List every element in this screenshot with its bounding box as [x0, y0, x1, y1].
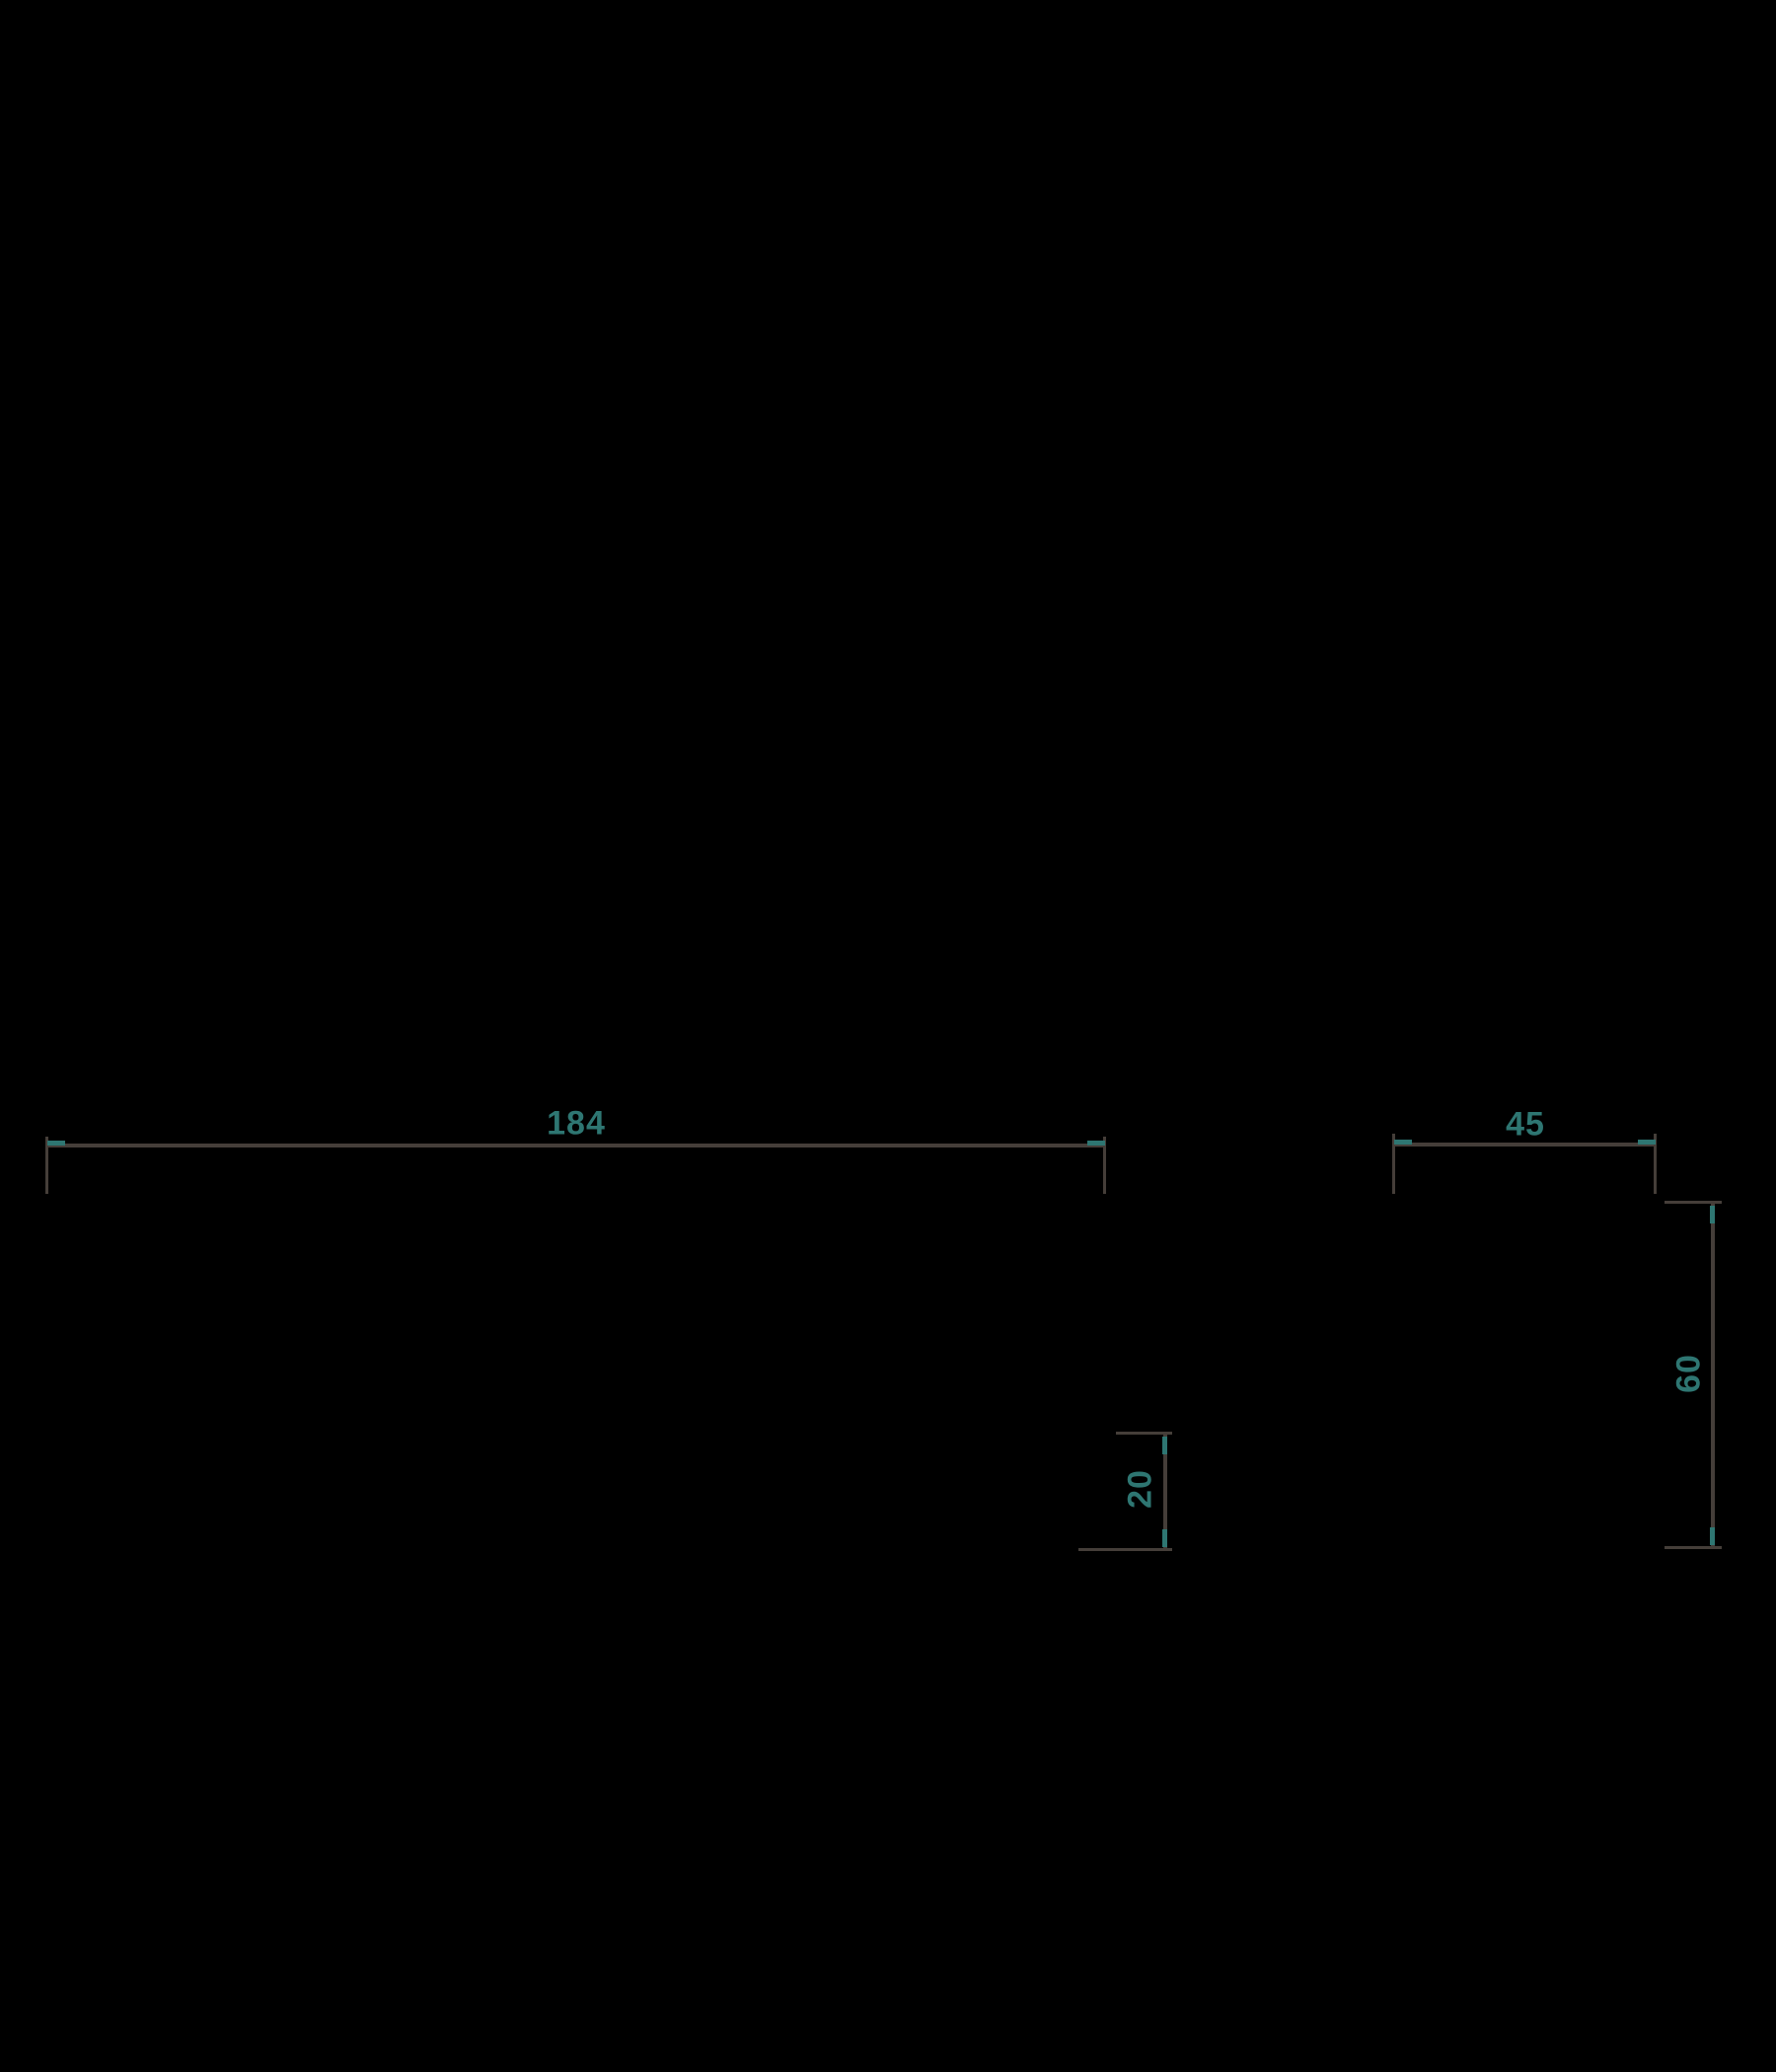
- extension-line-bottom: [1665, 1546, 1722, 1549]
- dim-arrow-right: [1087, 1141, 1105, 1146]
- extension-line-top: [1116, 1432, 1172, 1435]
- dimension-line: [47, 1144, 1105, 1147]
- dim-arrow-left: [47, 1141, 65, 1146]
- dim-arrow-bottom: [1710, 1527, 1715, 1545]
- dimension-line: [1394, 1143, 1656, 1147]
- dim-arrow-left: [1394, 1140, 1412, 1145]
- dimension-value-label: 20: [1121, 1469, 1159, 1509]
- dim-arrow-top: [1710, 1206, 1715, 1223]
- dim-arrow-bottom: [1162, 1529, 1167, 1547]
- dim-arrow-right: [1638, 1140, 1656, 1145]
- extension-line-right: [1654, 1134, 1657, 1194]
- dimension-line: [1163, 1434, 1167, 1550]
- dim-arrow-top: [1162, 1437, 1167, 1454]
- dimension-value-label: 184: [547, 1104, 606, 1143]
- extension-line-left: [1392, 1134, 1395, 1194]
- extension-line-bottom: [1078, 1548, 1172, 1551]
- dimension-line: [1711, 1203, 1715, 1548]
- extension-line-top: [1665, 1201, 1722, 1204]
- dimension-value-label: 45: [1506, 1105, 1545, 1144]
- extension-line-right: [1103, 1137, 1106, 1194]
- extension-line-left: [45, 1137, 48, 1194]
